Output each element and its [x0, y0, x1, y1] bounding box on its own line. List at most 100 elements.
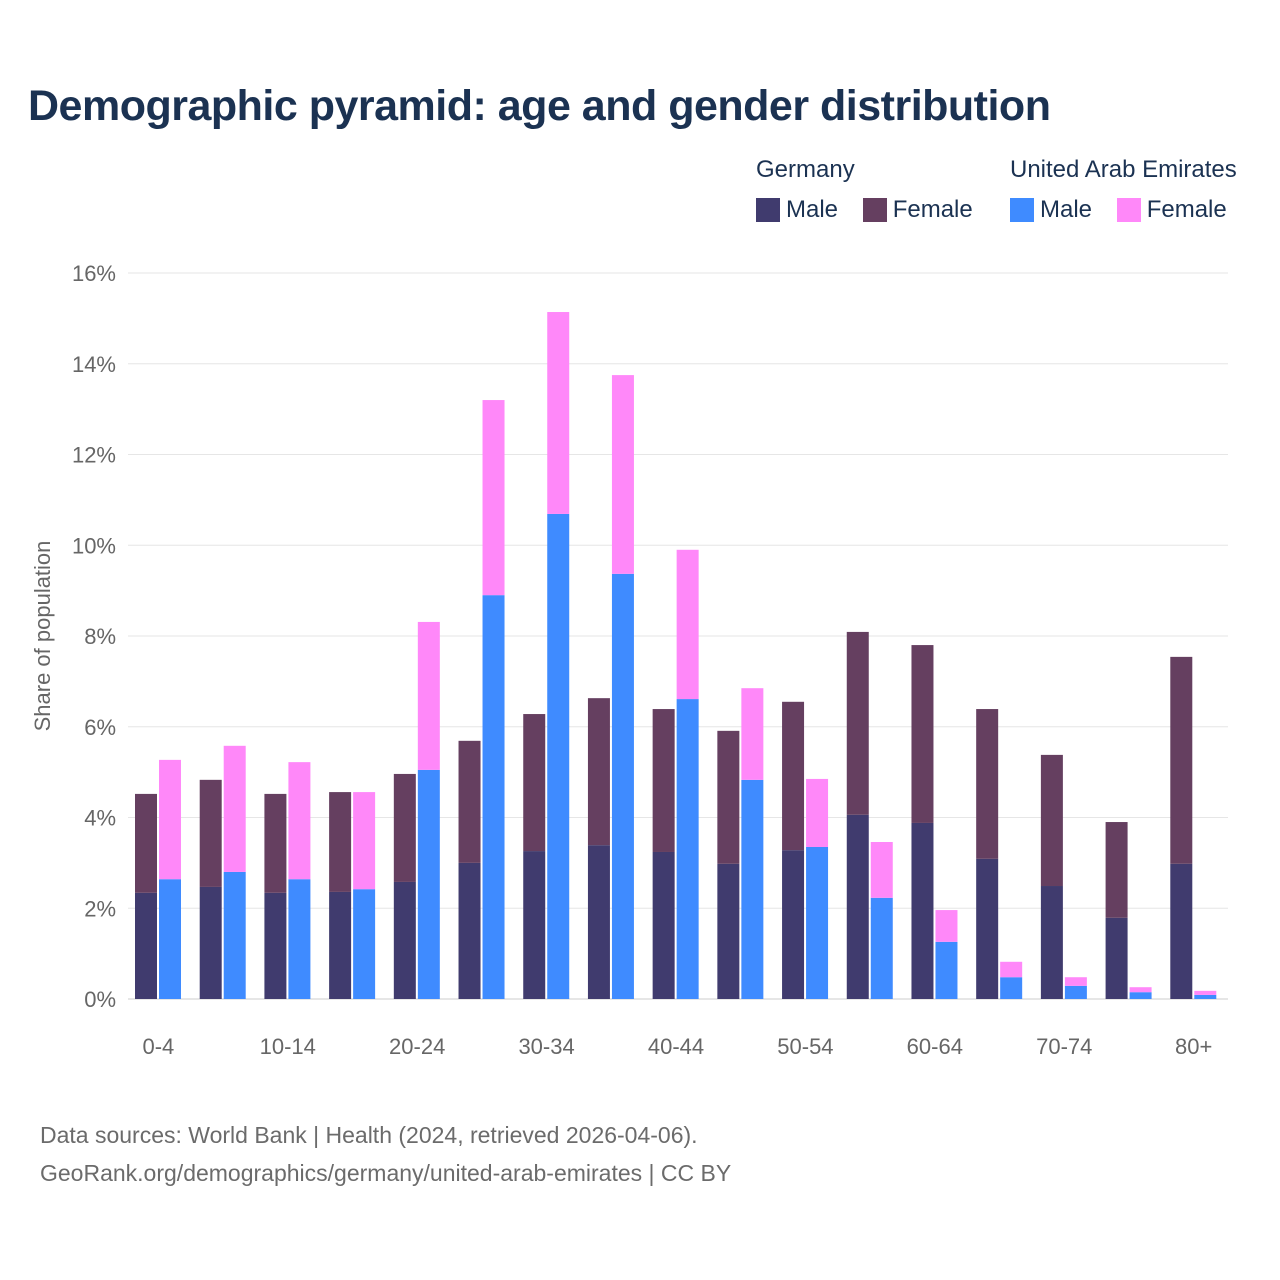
y-axis-label: Share of population — [30, 541, 55, 732]
bar-germany-male — [717, 863, 740, 999]
legend-label: Male — [1040, 196, 1093, 223]
bar-uae-male — [288, 879, 311, 999]
x-tick-label: 20-24 — [389, 1034, 445, 1059]
bar-germany-male — [393, 881, 416, 999]
swatch — [862, 198, 887, 222]
bar-germany-male — [1040, 886, 1063, 999]
bar-uae-female — [1194, 990, 1217, 995]
bar-uae-male — [935, 941, 958, 999]
bar-uae-male — [417, 769, 440, 999]
bar-uae-female — [676, 549, 699, 700]
bar-uae-female — [353, 792, 376, 890]
bar-uae-male — [611, 573, 634, 999]
bar-uae-female — [1000, 961, 1023, 978]
x-tick-label: 50-54 — [777, 1034, 833, 1059]
bar-germany-female — [846, 631, 869, 815]
bar-uae-male — [1064, 985, 1087, 999]
bar-uae-male — [482, 595, 505, 999]
x-tick-label: 60-64 — [907, 1034, 963, 1059]
bar-uae-female — [1064, 977, 1087, 986]
bar-uae-male — [676, 699, 699, 999]
bar-uae-male — [223, 871, 246, 999]
legend-label: Female — [892, 196, 973, 223]
bar-uae-female — [806, 778, 829, 847]
bar-uae-female — [223, 745, 246, 872]
legend-germany-male[interactable]: Male — [756, 196, 838, 224]
x-tick-label: 40-44 — [648, 1034, 704, 1059]
bar-germany-female — [523, 714, 546, 852]
bar-germany-male — [264, 892, 287, 999]
source-line: Data sources: World Bank | Health (2024,… — [40, 1122, 698, 1148]
bar-germany-female — [1040, 754, 1063, 887]
bar-uae-male — [741, 779, 764, 999]
x-tick-label: 0-4 — [142, 1034, 174, 1059]
bar-uae-female — [482, 400, 505, 596]
bar-germany-female — [717, 730, 740, 864]
bar-germany-female — [1170, 656, 1193, 864]
bar-uae-female — [935, 910, 958, 942]
legend-germany: Germany Male Female — [756, 156, 991, 229]
bar-germany-male — [458, 862, 481, 999]
legend-uae-male[interactable]: Male — [1010, 196, 1092, 224]
bar-germany-male — [782, 850, 805, 999]
bar-uae-female — [547, 312, 570, 514]
bar-uae-male — [159, 879, 181, 999]
bar-germany-female — [976, 709, 999, 859]
legend-uae-female[interactable]: Female — [1116, 196, 1227, 224]
x-tick-label: 10-14 — [260, 1034, 316, 1059]
bar-germany-female — [458, 740, 481, 863]
bar-germany-female — [393, 773, 416, 882]
y-tick-label: 14% — [72, 352, 116, 377]
source-note: Data sources: World Bank | Health (2024,… — [40, 1116, 731, 1192]
bar-germany-female — [199, 779, 222, 887]
bar-germany-female — [264, 793, 287, 893]
bar-germany-female — [652, 709, 675, 852]
bar-germany-male — [652, 851, 675, 999]
bar-germany-male — [1105, 917, 1128, 999]
bar-uae-male — [1129, 992, 1152, 999]
bar-uae-male — [1194, 994, 1217, 999]
bar-germany-male — [199, 886, 222, 999]
bar-uae-male — [870, 897, 893, 999]
bar-germany-female — [911, 645, 934, 823]
bar-uae-male — [547, 513, 570, 999]
y-tick-label: 8% — [84, 624, 116, 649]
y-tick-label: 12% — [72, 443, 116, 468]
bar-uae-female — [159, 759, 181, 880]
bar-germany-male — [135, 892, 157, 999]
y-tick-label: 6% — [84, 715, 116, 740]
bar-germany-female — [782, 701, 805, 851]
x-tick-label: 30-34 — [518, 1034, 574, 1059]
bar-uae-male — [1000, 977, 1023, 999]
bar-uae-female — [417, 621, 440, 770]
bar-germany-female — [1105, 822, 1128, 918]
bar-germany-female — [135, 793, 157, 893]
swatch — [1010, 198, 1034, 222]
bar-germany-male — [846, 814, 869, 999]
y-tick-label: 2% — [84, 896, 116, 921]
legend-group-name: United Arab Emirates — [1010, 156, 1237, 183]
bar-uae-male — [806, 846, 829, 999]
bar-uae-female — [288, 762, 311, 880]
bar-uae-male — [353, 889, 376, 999]
y-tick-label: 0% — [84, 987, 116, 1012]
y-tick-label: 10% — [72, 533, 116, 558]
bar-germany-male — [976, 858, 999, 999]
bar-germany-female — [587, 698, 610, 846]
swatch — [756, 198, 780, 222]
bar-germany-male — [1170, 863, 1193, 999]
swatch — [1116, 198, 1141, 222]
bar-germany-male — [329, 891, 352, 999]
legend-label: Male — [786, 196, 839, 223]
bar-uae-female — [870, 842, 893, 898]
source-link[interactable]: GeoRank.org/demographics/germany/united-… — [40, 1160, 732, 1186]
bar-germany-male — [587, 845, 610, 999]
x-tick-label: 80+ — [1175, 1034, 1212, 1059]
legend-uae: United Arab Emirates Male Female — [1010, 156, 1245, 229]
bar-germany-male — [911, 822, 934, 999]
bar-uae-female — [611, 375, 634, 574]
chart-title: Demographic pyramid: age and gender dist… — [28, 82, 1051, 130]
y-tick-label: 16% — [72, 261, 116, 286]
legend-germany-female[interactable]: Female — [862, 196, 973, 224]
